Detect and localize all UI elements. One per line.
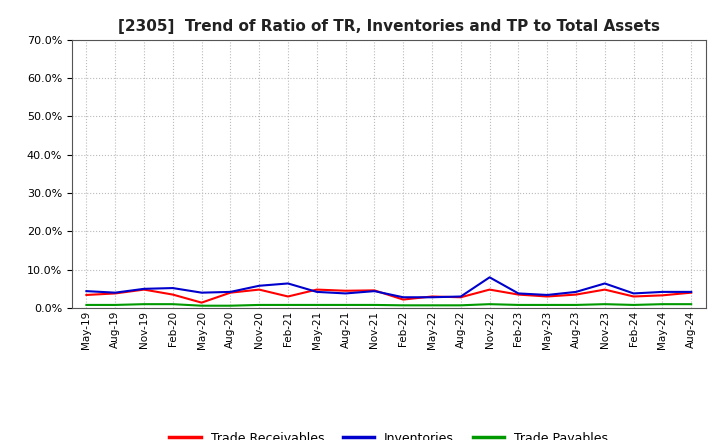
Inventories: [197, 290, 206, 295]
Trade Payables: [226, 303, 235, 308]
Inventories: [168, 286, 177, 291]
Trade Receivables: [485, 287, 494, 292]
Trade Receivables: [284, 294, 292, 299]
Inventories: [399, 295, 408, 300]
Trade Receivables: [341, 288, 350, 293]
Trade Receivables: [226, 290, 235, 295]
Trade Receivables: [658, 293, 667, 298]
Trade Receivables: [428, 294, 436, 299]
Trade Payables: [428, 303, 436, 308]
Trade Payables: [82, 302, 91, 308]
Inventories: [485, 275, 494, 280]
Trade Receivables: [255, 287, 264, 292]
Trade Payables: [485, 301, 494, 307]
Trade Payables: [600, 301, 609, 307]
Trade Receivables: [456, 295, 465, 300]
Title: [2305]  Trend of Ratio of TR, Inventories and TP to Total Assets: [2305] Trend of Ratio of TR, Inventories…: [118, 19, 660, 34]
Trade Receivables: [370, 288, 379, 293]
Trade Payables: [572, 302, 580, 308]
Inventories: [572, 289, 580, 294]
Line: Trade Receivables: Trade Receivables: [86, 290, 691, 303]
Trade Receivables: [168, 292, 177, 297]
Inventories: [658, 289, 667, 294]
Trade Payables: [687, 301, 696, 307]
Inventories: [543, 292, 552, 297]
Trade Receivables: [82, 292, 91, 297]
Trade Payables: [341, 302, 350, 308]
Trade Receivables: [140, 287, 148, 292]
Inventories: [514, 291, 523, 296]
Trade Payables: [514, 302, 523, 308]
Trade Payables: [284, 302, 292, 308]
Inventories: [341, 291, 350, 296]
Line: Inventories: Inventories: [86, 277, 691, 297]
Legend: Trade Receivables, Inventories, Trade Payables: Trade Receivables, Inventories, Trade Pa…: [164, 427, 613, 440]
Trade Payables: [629, 302, 638, 308]
Trade Receivables: [572, 292, 580, 297]
Trade Payables: [543, 302, 552, 308]
Trade Receivables: [687, 290, 696, 295]
Inventories: [370, 289, 379, 294]
Trade Receivables: [399, 297, 408, 302]
Trade Receivables: [543, 294, 552, 299]
Inventories: [111, 290, 120, 295]
Inventories: [629, 291, 638, 296]
Trade Payables: [255, 302, 264, 308]
Trade Receivables: [111, 291, 120, 296]
Inventories: [600, 281, 609, 286]
Trade Payables: [168, 301, 177, 307]
Trade Payables: [140, 301, 148, 307]
Trade Receivables: [312, 287, 321, 292]
Trade Payables: [399, 303, 408, 308]
Inventories: [255, 283, 264, 288]
Inventories: [284, 281, 292, 286]
Inventories: [82, 289, 91, 294]
Trade Payables: [312, 302, 321, 308]
Trade Receivables: [197, 300, 206, 305]
Inventories: [312, 289, 321, 294]
Inventories: [140, 286, 148, 291]
Inventories: [428, 295, 436, 300]
Trade Receivables: [600, 287, 609, 292]
Line: Trade Payables: Trade Payables: [86, 304, 691, 306]
Trade Receivables: [514, 292, 523, 297]
Trade Payables: [111, 302, 120, 308]
Inventories: [226, 289, 235, 294]
Trade Receivables: [629, 294, 638, 299]
Inventories: [456, 294, 465, 299]
Trade Payables: [456, 303, 465, 308]
Trade Payables: [658, 301, 667, 307]
Inventories: [687, 289, 696, 294]
Trade Payables: [370, 302, 379, 308]
Trade Payables: [197, 303, 206, 308]
